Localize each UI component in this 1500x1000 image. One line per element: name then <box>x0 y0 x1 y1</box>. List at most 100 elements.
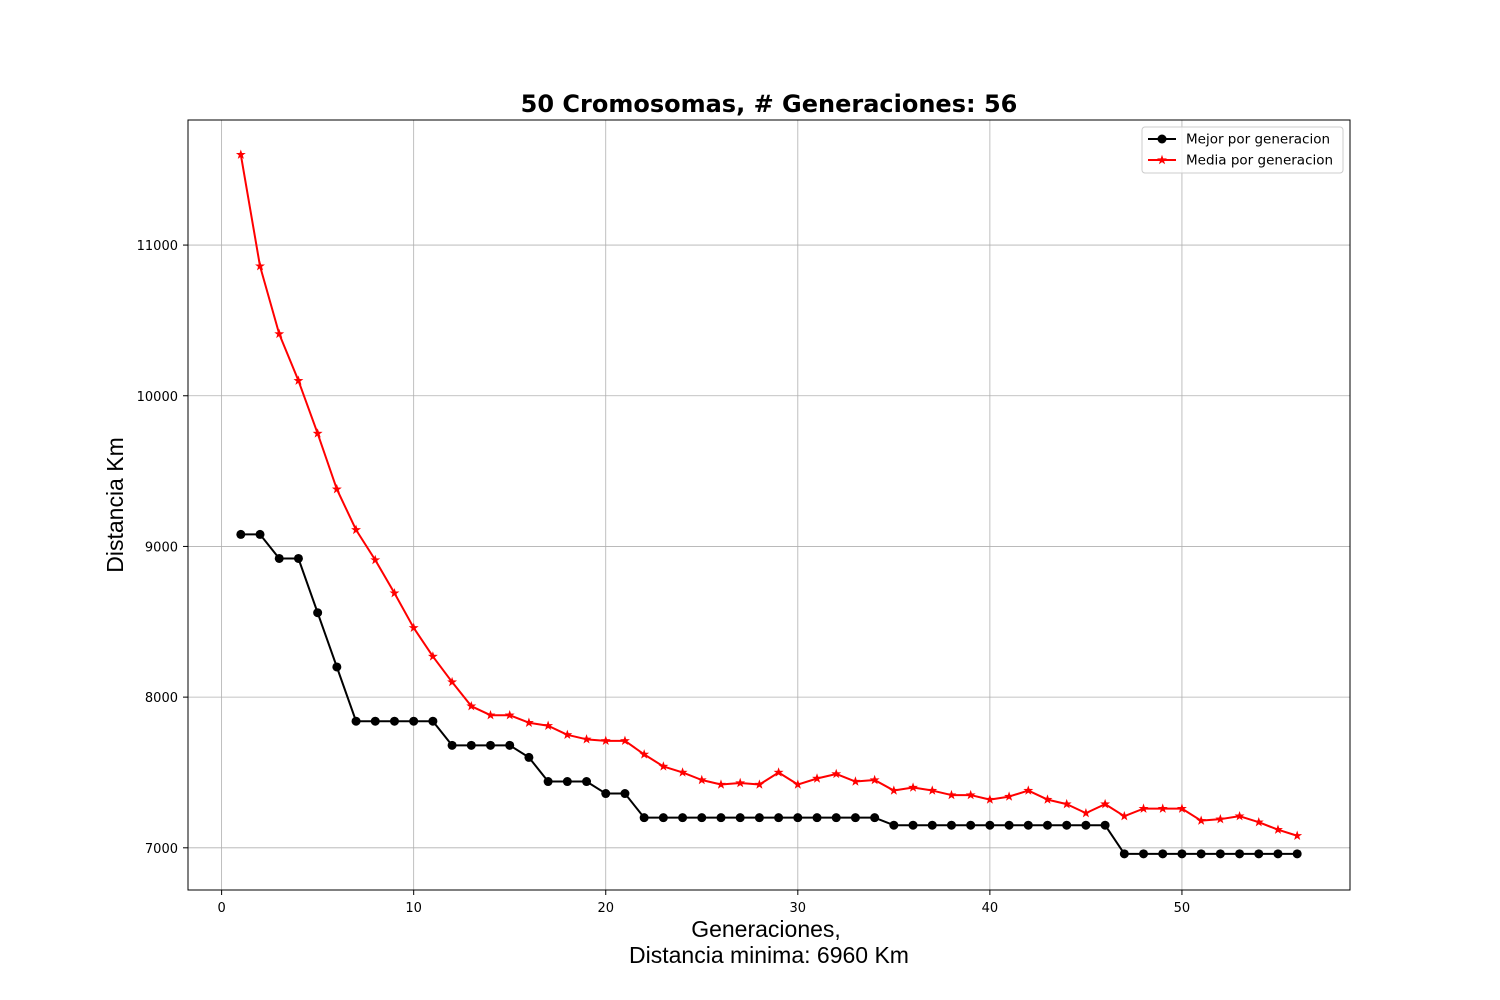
data-point <box>869 774 880 785</box>
data-point <box>408 622 419 633</box>
data-point <box>447 740 457 750</box>
data-point <box>966 820 976 830</box>
legend: Mejor por generacion Media por generacio… <box>1141 126 1344 174</box>
data-point <box>1177 803 1187 813</box>
data-point <box>1235 849 1245 859</box>
x-axis-sublabel: Distancia minima: 6960 Km <box>629 942 909 968</box>
plot-frame <box>187 119 1351 891</box>
data-point <box>1100 820 1110 830</box>
data-point <box>677 767 688 777</box>
data-point <box>678 813 688 823</box>
y-axis-ticks: 7000 8000 9000 10000 11000 <box>137 239 188 857</box>
x-tick-label: 10 <box>405 901 422 916</box>
data-point <box>1234 810 1245 821</box>
data-point <box>888 785 899 795</box>
data-point <box>562 777 572 787</box>
data-point <box>831 813 841 823</box>
data-point <box>1023 820 1033 830</box>
legend-marker-mejor <box>1157 134 1167 144</box>
data-point <box>1215 849 1225 859</box>
data-point <box>620 789 630 799</box>
data-point <box>908 782 918 792</box>
data-point <box>985 820 995 830</box>
data-point <box>1004 791 1015 801</box>
data-point <box>1042 794 1053 804</box>
data-point <box>600 735 611 746</box>
data-point <box>1062 820 1072 830</box>
data-point <box>582 777 592 787</box>
grid <box>188 120 1350 890</box>
data-point <box>255 260 265 271</box>
x-tick-label: 20 <box>597 901 614 916</box>
data-point <box>908 820 918 830</box>
data-point <box>639 749 650 759</box>
plot-area <box>188 120 1350 890</box>
data-point <box>1157 803 1168 813</box>
data-point <box>1292 830 1303 840</box>
data-point <box>1119 810 1130 821</box>
x-tick-label: 50 <box>1174 901 1191 916</box>
data-point <box>485 710 496 720</box>
data-point <box>658 813 668 823</box>
data-point <box>1158 849 1168 859</box>
data-point <box>773 767 784 777</box>
data-point <box>889 820 899 830</box>
data-point <box>1100 798 1111 809</box>
y-tick-label: 11000 <box>137 239 178 254</box>
data-point <box>293 375 304 385</box>
data-point <box>447 676 458 687</box>
data-point <box>331 483 342 494</box>
data-point <box>850 776 861 786</box>
x-tick-label: 0 <box>217 901 225 916</box>
data-point <box>850 813 860 823</box>
data-point <box>927 820 937 830</box>
data-point <box>351 716 361 726</box>
y-tick-label: 7000 <box>145 842 178 857</box>
data-point <box>1023 785 1034 795</box>
legend-label-media: Media por generacion <box>1186 153 1333 169</box>
data-point <box>370 716 380 726</box>
data-point <box>793 813 803 823</box>
data-point <box>812 773 822 783</box>
series-media <box>235 149 1303 840</box>
data-point <box>581 734 592 744</box>
data-point <box>332 662 342 672</box>
data-point <box>486 740 496 750</box>
data-point <box>1273 849 1283 859</box>
data-point <box>293 553 303 563</box>
data-point <box>716 779 726 789</box>
x-tick-label: 40 <box>982 901 999 916</box>
data-point <box>1196 815 1207 825</box>
data-point <box>312 428 323 438</box>
data-point <box>1292 849 1302 859</box>
data-point <box>389 587 400 598</box>
data-point <box>524 752 534 762</box>
y-tick-label: 8000 <box>145 691 178 706</box>
data-point <box>812 813 822 823</box>
data-point <box>1139 849 1149 859</box>
data-point <box>235 149 246 159</box>
data-point <box>697 813 707 823</box>
data-point <box>504 710 515 720</box>
data-point <box>1004 820 1014 830</box>
data-point <box>754 813 764 823</box>
data-point <box>1081 820 1091 830</box>
data-point <box>1061 798 1072 809</box>
data-point <box>505 740 515 750</box>
data-point <box>274 328 285 339</box>
legend-box <box>1141 126 1344 174</box>
legend-label-mejor: Mejor por generacion <box>1186 132 1330 148</box>
data-point <box>946 789 957 800</box>
data-point <box>620 735 630 746</box>
data-point <box>870 813 880 823</box>
data-point <box>716 813 726 823</box>
data-point <box>1042 820 1052 830</box>
x-axis-ticks: 0 10 20 30 40 50 <box>217 890 1190 916</box>
legend-marker-media <box>1157 154 1167 165</box>
data-point <box>984 794 995 804</box>
data-point <box>274 553 284 563</box>
data-point <box>1215 813 1226 824</box>
y-tick-label: 9000 <box>145 540 178 555</box>
data-point <box>427 651 438 661</box>
